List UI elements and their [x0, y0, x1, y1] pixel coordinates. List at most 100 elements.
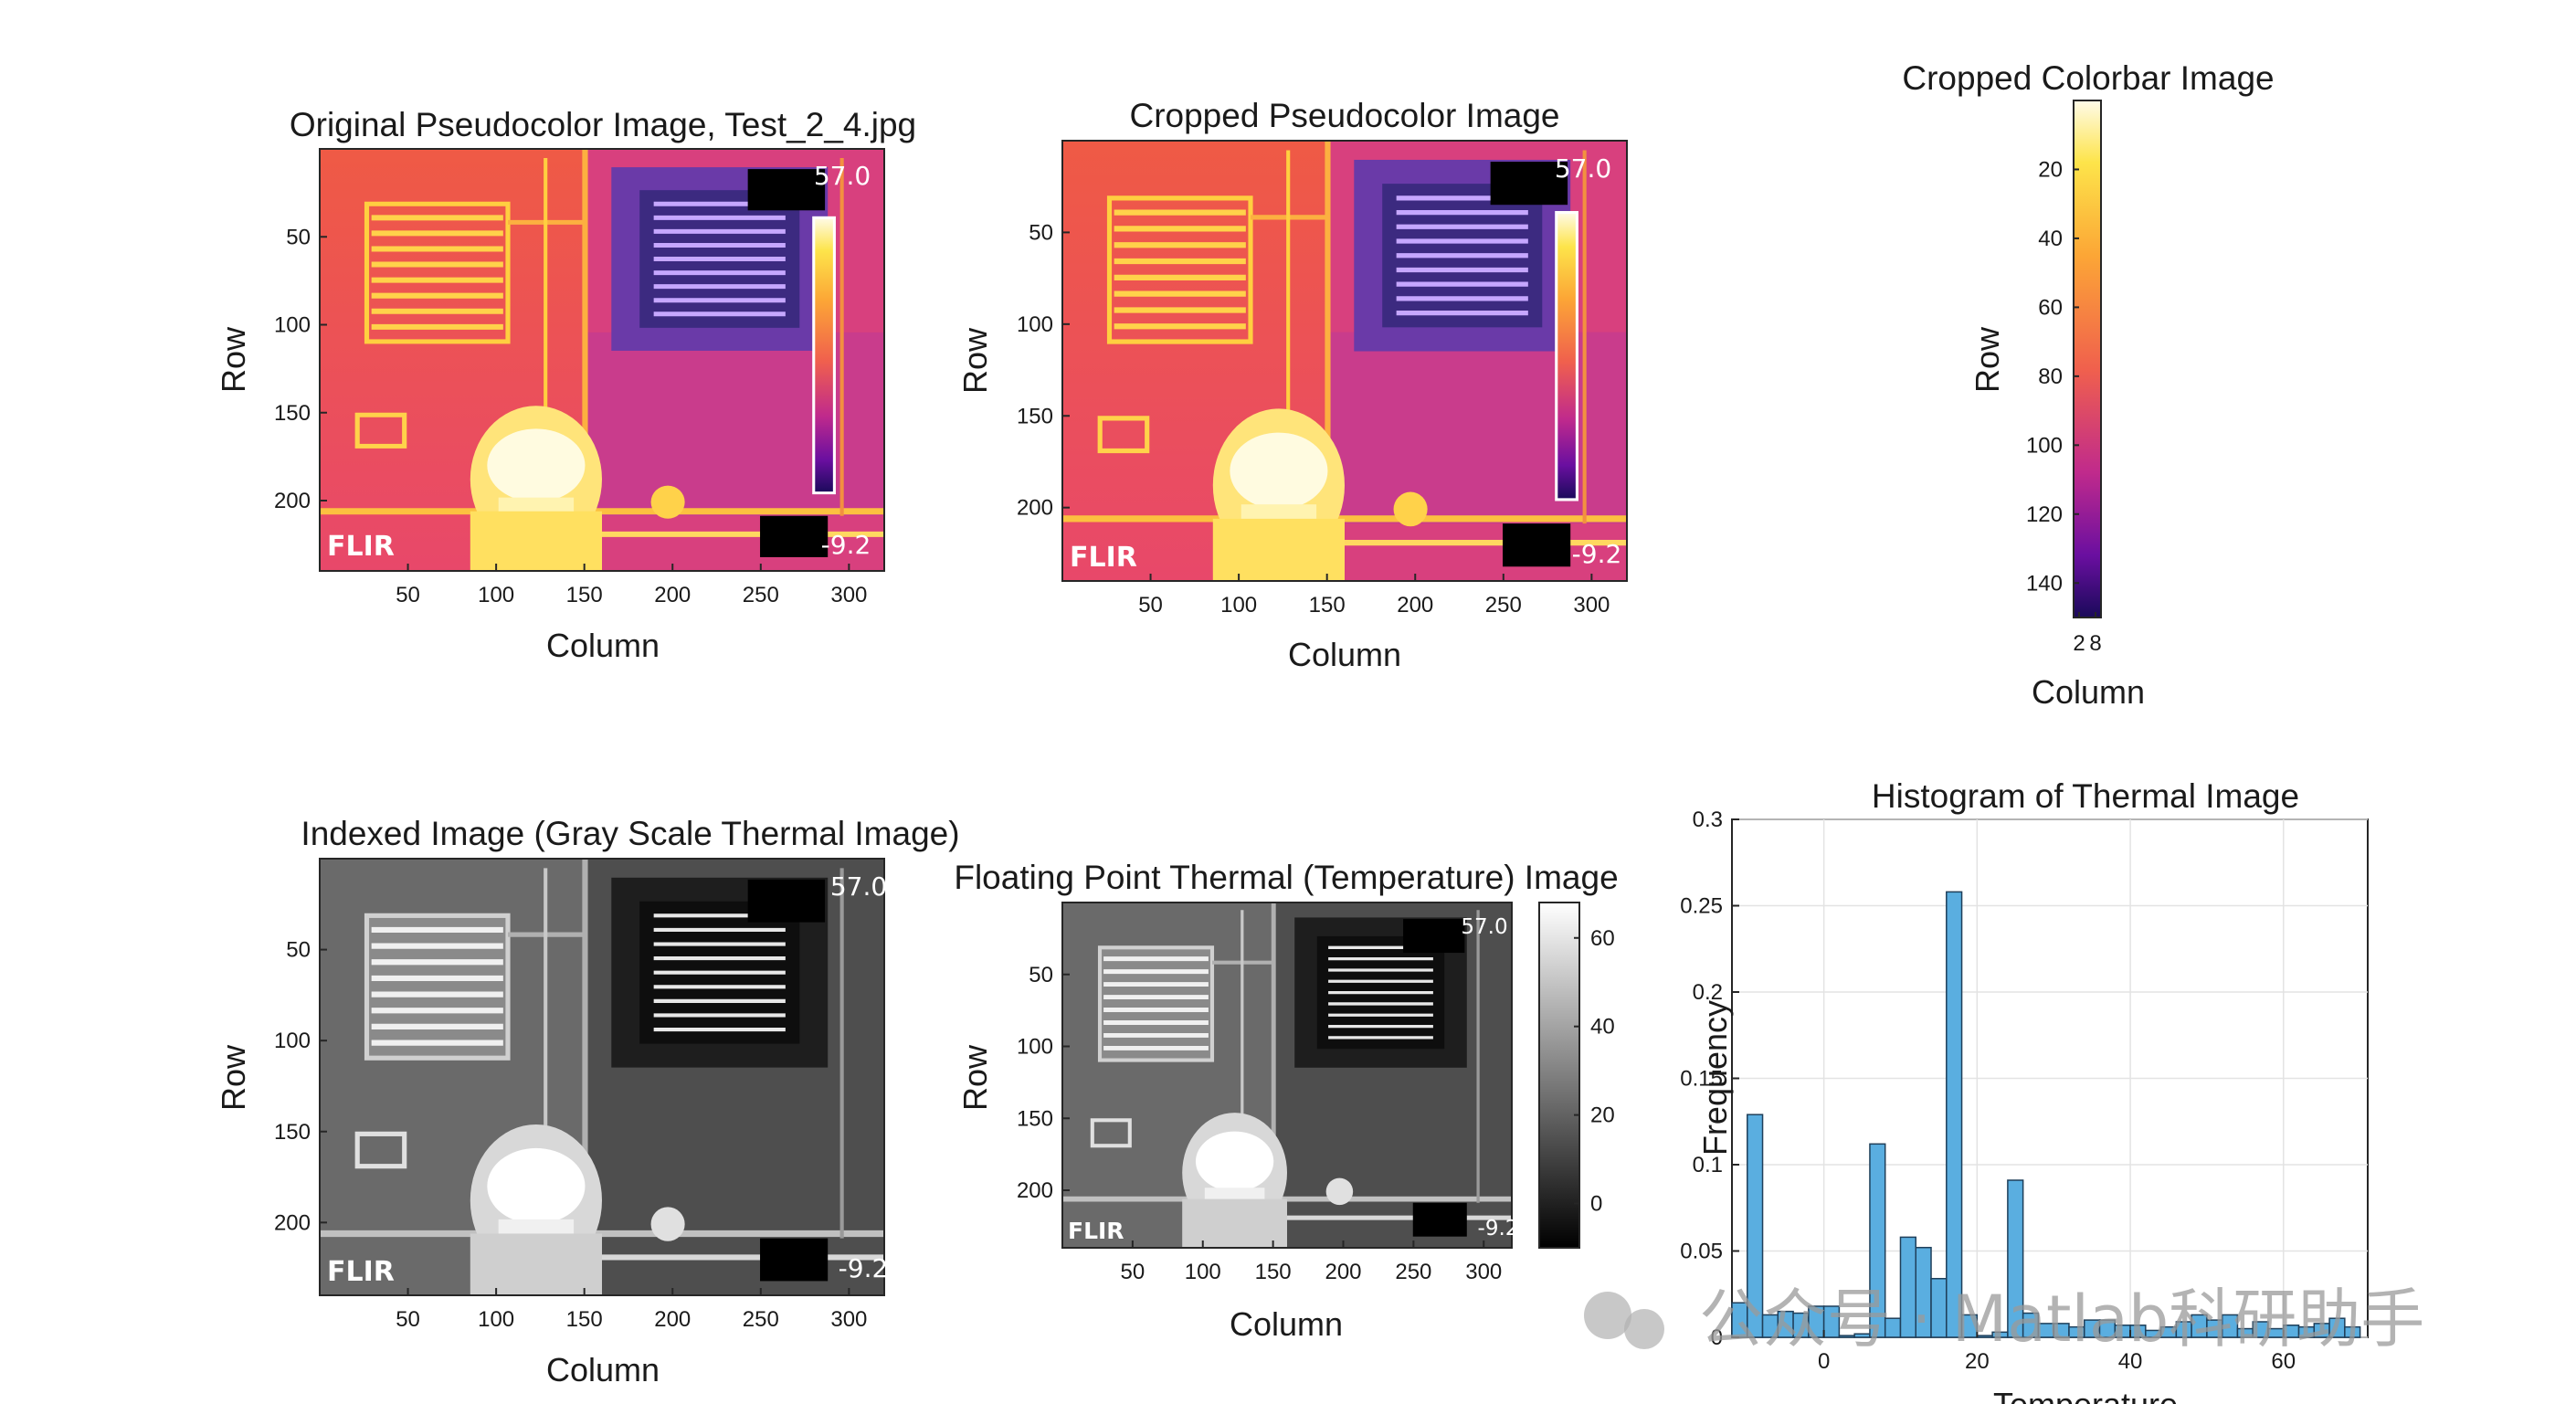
x-tick-label: 100 — [478, 583, 514, 607]
y-tick-label: 100 — [1017, 312, 1053, 337]
flir-logo: FLIR — [327, 531, 395, 563]
x-tick-label: 200 — [1325, 1260, 1361, 1284]
x-tick-label: 250 — [743, 1307, 779, 1332]
panel-original-pseudocolor: Original Pseudocolor Image, Test_2_4.jpg… — [215, 106, 916, 664]
x-tick-label: 20 — [1965, 1349, 1990, 1374]
y-tick-label: 40 — [2038, 227, 2063, 251]
y-tick-label: 60 — [2038, 295, 2063, 320]
watermark: 公众号 · Matlab科研助手 — [1584, 1282, 2424, 1356]
grayscale-image — [320, 859, 884, 1295]
x-tick-label: 300 — [1573, 593, 1610, 618]
overlay-min-label: -9.2 — [1572, 539, 1622, 569]
x-axis-label: Column — [1230, 1305, 1343, 1343]
x-tick-label: 150 — [566, 1307, 603, 1332]
y-tick-label: 150 — [1017, 1106, 1053, 1131]
y-tick-label: 50 — [286, 938, 311, 963]
histogram-bar — [2344, 1325, 2361, 1338]
y-axis-label: Row — [956, 1044, 994, 1111]
x-tick-label: 8 — [2089, 631, 2101, 656]
histogram-bar — [1822, 1305, 1841, 1338]
x-tick-label: 300 — [1465, 1260, 1502, 1284]
x-tick-label: 100 — [478, 1307, 514, 1332]
x-tick-label: 200 — [654, 1307, 691, 1332]
x-axis-label: Column — [1288, 636, 1401, 673]
panel-title: Original Pseudocolor Image, Test_2_4.jpg — [290, 106, 916, 143]
watermark-text: 公众号 · Matlab科研助手 — [1699, 1282, 2424, 1356]
histogram-bar — [1869, 1143, 1886, 1338]
x-tick-label: 50 — [396, 583, 420, 607]
flir-logo: FLIR — [1070, 542, 1137, 574]
temperature-colorbar — [1539, 903, 1579, 1248]
flir-logo: FLIR — [1068, 1218, 1124, 1244]
y-tick-label: 100 — [2026, 433, 2063, 458]
colorbar-tick-label: 0 — [1590, 1192, 1602, 1217]
overlay-max-label: 57.0 — [1555, 153, 1611, 184]
y-tick-label: 0.2 — [1693, 980, 1723, 1005]
y-tick-label: 150 — [274, 401, 311, 426]
panel-temperature-image: Floating Point Thermal (Temperature) Ima… — [954, 859, 1618, 1343]
x-tick-label: 60 — [2271, 1349, 2296, 1374]
panel-histogram: Histogram of Thermal Image 0 0.05 0.1 0.15 0… — [1680, 777, 2369, 1404]
panel-cropped-colorbar: Cropped Colorbar Image 20 40 60 80 100 120 140… — [1902, 59, 2274, 711]
colorbar-image — [2074, 100, 2101, 618]
overlay-max-label: 57.0 — [1461, 915, 1507, 939]
overlay-min-label: -9.2 — [821, 530, 871, 560]
panel-indexed-gray: Indexed Image (Gray Scale Thermal Image)… — [215, 815, 960, 1388]
y-axis-label: Row — [1969, 326, 2006, 393]
x-axis-label: Column — [2032, 673, 2145, 711]
histogram-bar — [1960, 1314, 1979, 1338]
colorbar-tick-label: 20 — [1590, 1103, 1615, 1128]
histogram-bar — [1747, 1114, 1764, 1338]
x-tick-label: 2 — [2073, 631, 2085, 656]
x-tick-label: 150 — [1309, 593, 1346, 618]
x-axis-label: Column — [546, 1351, 660, 1388]
x-tick-label: 40 — [2118, 1349, 2143, 1374]
y-tick-label: 0.25 — [1680, 894, 1723, 919]
pseudocolor-image — [320, 149, 884, 571]
x-tick-label: 300 — [830, 1307, 867, 1332]
y-tick-label: 0.15 — [1680, 1067, 1723, 1092]
x-tick-label: 300 — [830, 583, 867, 607]
y-tick-label: 20 — [2038, 157, 2063, 182]
overlay-max-label: 57.0 — [814, 161, 871, 191]
y-tick-label: 80 — [2038, 364, 2063, 389]
y-tick-label: 0.3 — [1693, 808, 1723, 832]
panel-title: Floating Point Thermal (Temperature) Ima… — [954, 859, 1618, 896]
x-tick-label: 100 — [1185, 1260, 1221, 1284]
y-tick-label: 0 — [1711, 1325, 1723, 1350]
y-axis-label: Row — [215, 1044, 252, 1111]
x-tick-label: 250 — [1395, 1260, 1431, 1284]
y-tick-label: 120 — [2026, 502, 2063, 527]
panel-title: Indexed Image (Gray Scale Thermal Image) — [301, 815, 959, 852]
x-tick-label: 100 — [1220, 593, 1257, 618]
x-axis-label: Temperature — [1993, 1386, 2178, 1404]
overlay-min-label: -9.2 — [1478, 1217, 1519, 1240]
x-tick-label: 250 — [1485, 593, 1522, 618]
flir-logo: FLIR — [327, 1256, 395, 1288]
overlay-min-label: -9.2 — [839, 1253, 889, 1283]
y-tick-label: 150 — [274, 1120, 311, 1145]
panel-title: Cropped Pseudocolor Image — [1129, 97, 1559, 134]
x-tick-label: 0 — [1818, 1349, 1830, 1374]
x-tick-label: 200 — [1397, 593, 1433, 618]
y-tick-label: 0.1 — [1693, 1153, 1723, 1177]
colorbar-tick-label: 40 — [1590, 1015, 1615, 1040]
cropped-pseudocolor-image — [1062, 141, 1627, 581]
y-axis-label: Row — [956, 327, 994, 394]
y-tick-label: 200 — [1017, 496, 1053, 521]
panel-cropped-pseudocolor: Cropped Pseudocolor Image 57.0 -9.2 FLIR… — [956, 97, 1628, 673]
y-tick-label: 200 — [274, 1210, 311, 1235]
y-tick-label: 200 — [1017, 1178, 1053, 1203]
y-tick-label: 140 — [2026, 571, 2063, 596]
x-tick-label: 200 — [654, 583, 691, 607]
histogram-bar — [2007, 1179, 2024, 1338]
y-tick-label: 100 — [274, 313, 311, 338]
x-tick-label: 50 — [1138, 593, 1163, 618]
y-tick-label: 100 — [1017, 1035, 1053, 1060]
y-tick-label: 150 — [1017, 404, 1053, 428]
x-tick-label: 150 — [566, 583, 603, 607]
x-tick-label: 150 — [1255, 1260, 1292, 1284]
panel-title: Cropped Colorbar Image — [1902, 59, 2274, 97]
histogram-bar — [1946, 891, 1963, 1338]
